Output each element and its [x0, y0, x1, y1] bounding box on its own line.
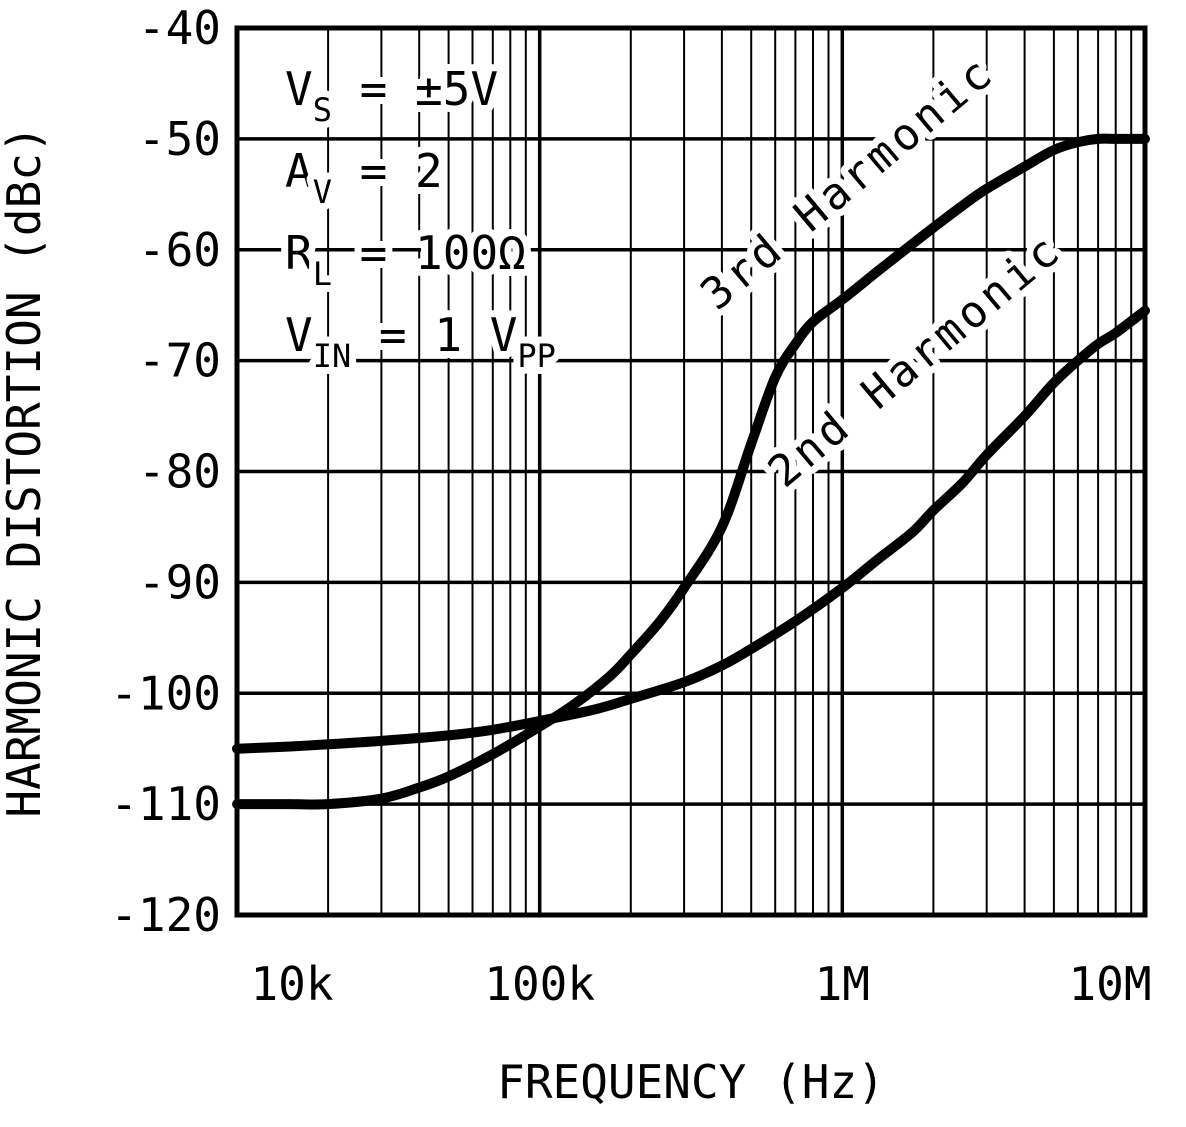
series-curve-2nd-harmonic	[232, 305, 1150, 754]
annotation-line: VS = ±5V	[285, 62, 498, 129]
y-tick-label: -90	[138, 555, 221, 609]
x-axis-title: FREQUENCY (Hz)	[497, 1055, 885, 1109]
y-tick-label: -50	[138, 112, 221, 166]
series-curve-3rd-harmonic	[232, 133, 1150, 810]
annotation-line: VIN = 1 VPP	[285, 308, 556, 375]
annotation-line: RL = 100Ω	[285, 226, 526, 293]
x-tick-label: 100k	[484, 957, 595, 1011]
y-tick-label: -70	[138, 334, 221, 388]
x-tick-label: 10M	[1068, 957, 1151, 1011]
series-label-3rd-harmonic: 3rd Harmonic	[691, 46, 1004, 320]
plot-frame	[234, 25, 1148, 918]
y-tick-label: -110	[110, 777, 221, 831]
y-tick-label: -80	[138, 445, 221, 499]
x-tick-label: 1M	[815, 957, 870, 1011]
y-tick-label: -40	[138, 1, 221, 55]
y-tick-label: -100	[110, 666, 221, 720]
x-tick-label: 10k	[250, 957, 333, 1011]
y-axis-title: HARMONIC DISTORTION (dBc)	[0, 125, 51, 817]
y-tick-label: -60	[138, 223, 221, 277]
y-tick-label: -120	[110, 888, 221, 942]
